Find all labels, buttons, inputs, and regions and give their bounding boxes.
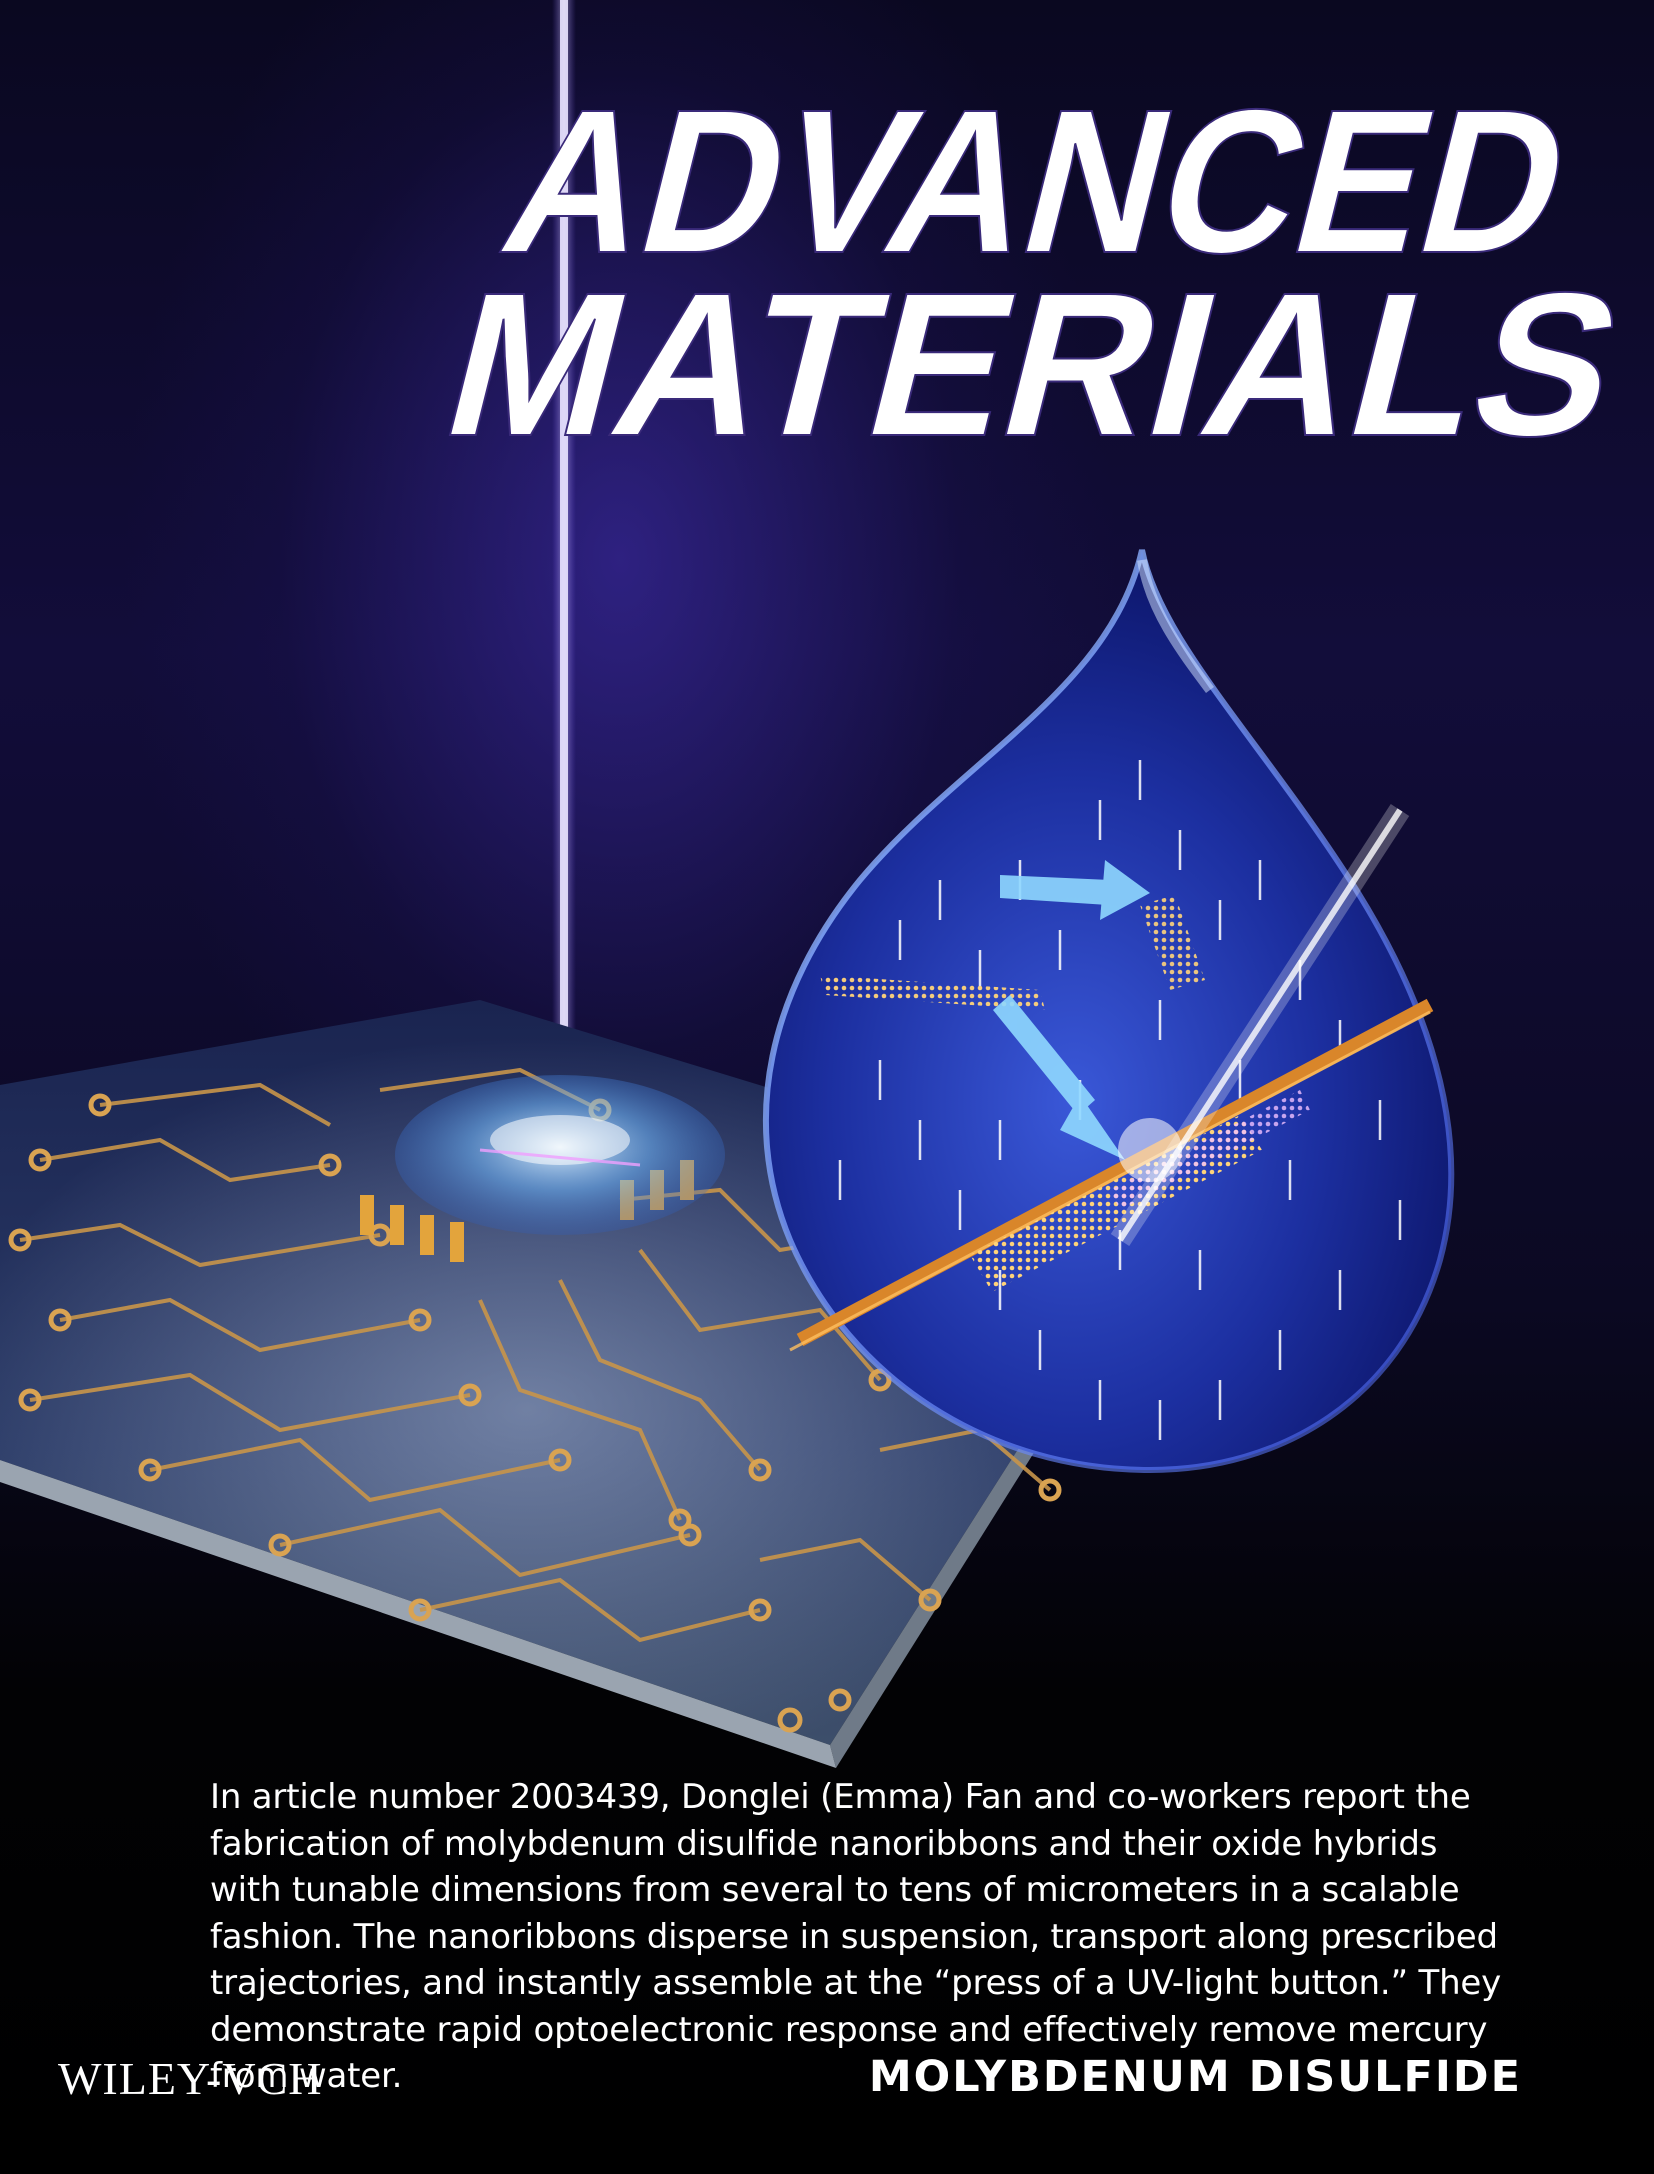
trajectory-arrows <box>993 860 1150 1160</box>
board-edge-front <box>0 1460 836 1768</box>
cover-caption: In article number 2003439, Donglei (Emma… <box>210 1777 1502 2096</box>
topic-label: MOLYBDENUM DISULFIDE <box>868 2052 1522 2102</box>
masthead-line1: ADVANCED <box>484 68 1591 296</box>
publisher-logo: WILEY-VCH <box>58 2053 323 2104</box>
electrode-line <box>796 998 1434 1347</box>
journal-masthead: ADVANCED MATERIALS <box>424 67 1643 470</box>
masthead-line2: MATERIALS <box>425 251 1642 470</box>
large-droplet <box>762 549 1455 1474</box>
laser-beam <box>560 0 568 1080</box>
cover-illustration <box>0 0 1455 1768</box>
